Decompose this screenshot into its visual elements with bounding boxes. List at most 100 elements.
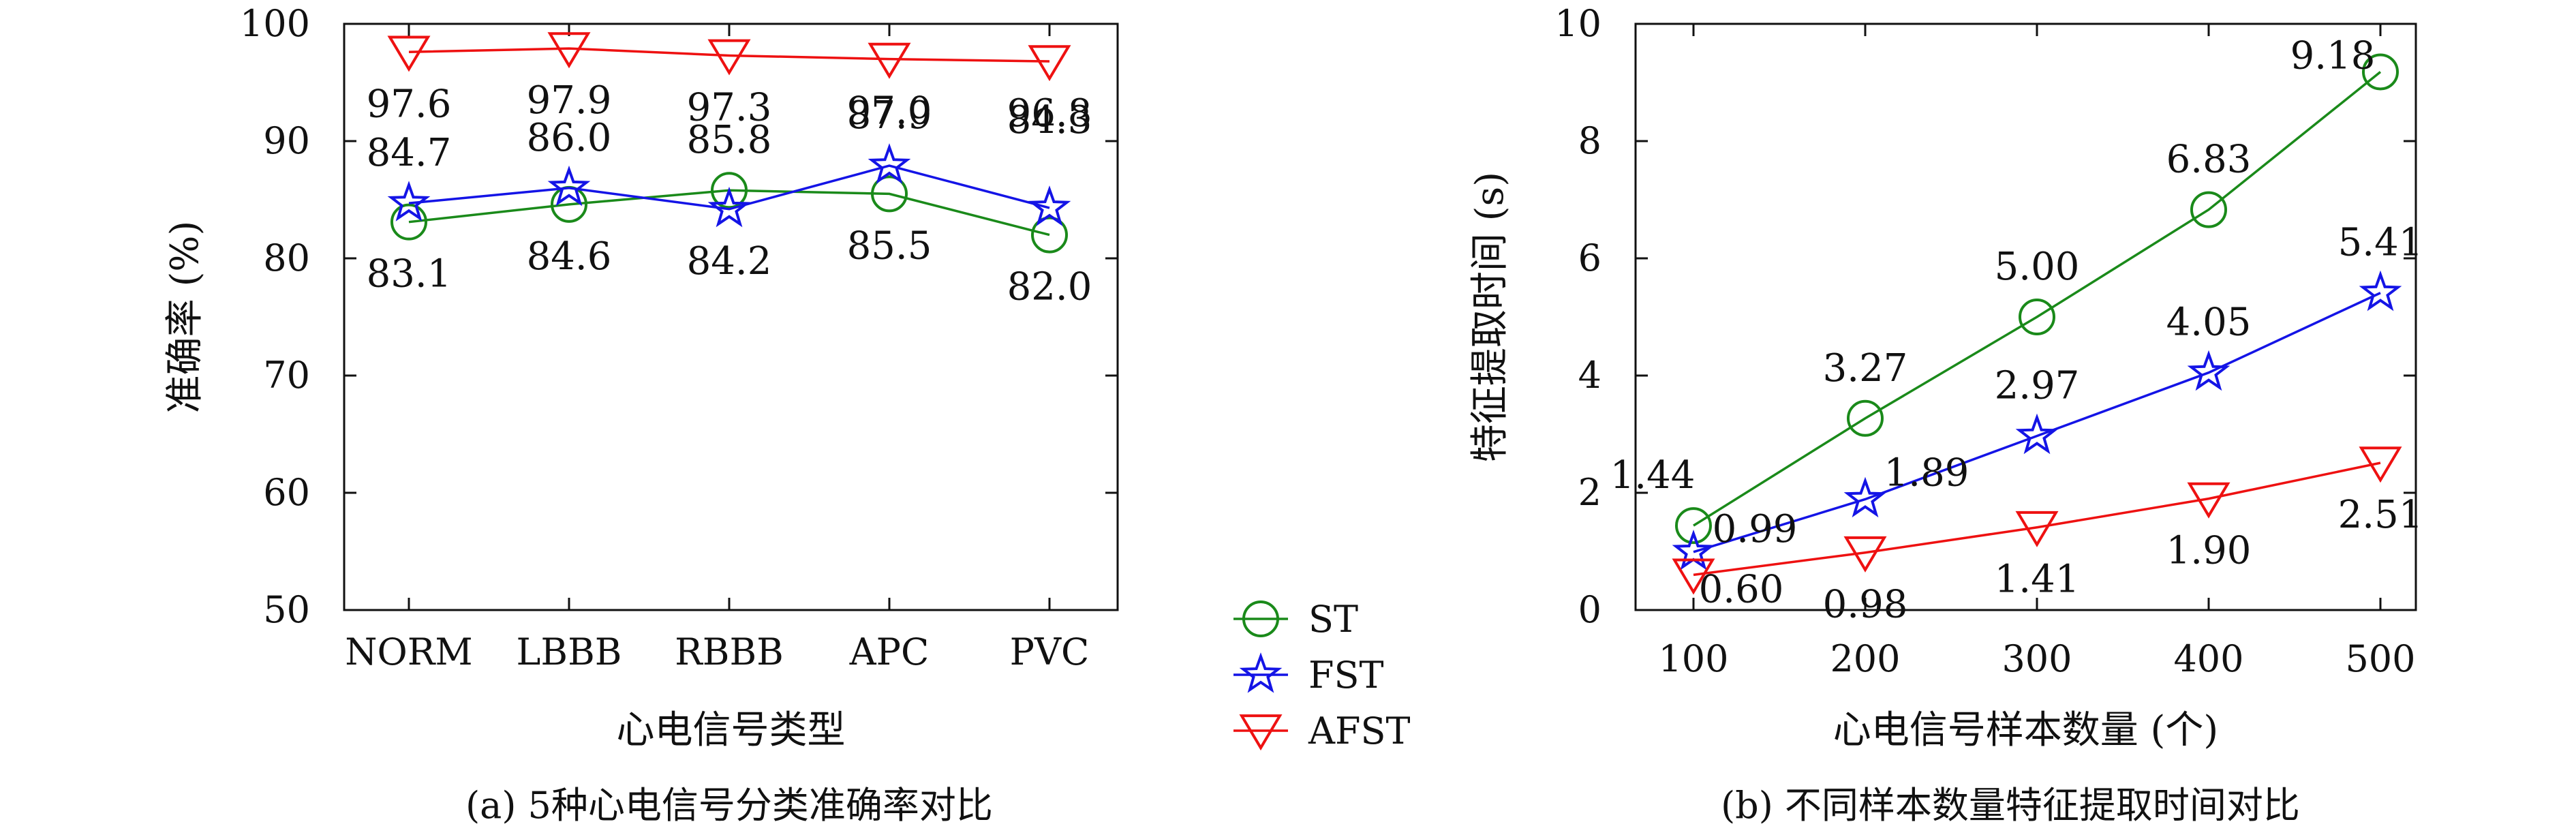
x-axis-label: 心电信号样本数量 (个) (1833, 708, 2219, 752)
data-point (707, 186, 751, 228)
panel-a-chart: 50 60 70 80 90 100 NORM LBBB RBBB APC PVC 心电信号类型 准确率… (163, 2, 1119, 752)
data-label: 9.18 (2290, 34, 2376, 78)
data-point (387, 35, 431, 72)
legend-item-fst: FST (1233, 652, 1383, 697)
series-line (1693, 71, 2382, 527)
data-point (2187, 350, 2230, 391)
data-label: 97.6 (367, 82, 452, 126)
x-tick-label: 400 (2173, 637, 2243, 680)
data-point (390, 203, 427, 241)
series-line (408, 47, 1050, 63)
legend-marker (1239, 652, 1283, 693)
data-label: 97.0 (847, 89, 932, 134)
x-tick-label: 300 (2002, 637, 2072, 680)
y-axis-label: 准确率 (%) (163, 221, 207, 414)
series-st: 1.44 3.27 5.00 6.83 9.18 (1610, 34, 2399, 545)
series-line (1693, 292, 2381, 553)
data-label: 97.3 (687, 85, 772, 130)
legend-item-st: ST (1233, 598, 1358, 641)
legend-label: AFST (1308, 710, 1410, 752)
legend-item-afst: AFST (1233, 710, 1410, 752)
x-tick-label: PVC (1010, 630, 1090, 673)
data-label: 4.05 (2166, 301, 2252, 345)
data-point (1031, 216, 1068, 254)
data-point (2015, 511, 2059, 547)
data-point (547, 165, 591, 207)
legend-label: ST (1308, 598, 1358, 641)
y-tick-label: 70 (263, 354, 310, 397)
data-label: 1.41 (1995, 558, 2080, 602)
data-point (2359, 446, 2402, 483)
series-line (408, 189, 1050, 237)
data-label: 1.44 (1610, 453, 1696, 498)
legend-marker (1239, 714, 1283, 751)
y-tick-label: 8 (1578, 119, 1601, 162)
x-tick-label: 200 (1830, 637, 1900, 680)
data-label: 5.00 (1995, 245, 2080, 289)
data-point (1675, 507, 1712, 545)
data-label: 85.8 (687, 118, 772, 162)
data-label: 6.83 (2166, 138, 2252, 182)
data-label: 85.5 (847, 224, 932, 268)
data-point (1028, 45, 1071, 82)
data-label: 5.41 (2338, 221, 2423, 265)
data-point (871, 175, 908, 213)
series-line (1693, 461, 2381, 577)
y-tick-label: 0 (1578, 588, 1601, 631)
data-label: 84.2 (687, 239, 772, 284)
legend: ST FST AFST (1233, 598, 1410, 752)
data-point (868, 42, 911, 79)
y-tick-label: 4 (1578, 354, 1601, 397)
series-line (408, 164, 1050, 211)
data-point (1843, 536, 1887, 573)
data-label: 96.8 (1007, 91, 1092, 136)
series-afst: 0.60 0.98 1.41 1.90 2.51 (1672, 446, 2423, 627)
data-label: 83.1 (367, 252, 452, 296)
legend-label: FST (1308, 654, 1383, 697)
data-point (1847, 399, 1884, 437)
x-tick-label: 500 (2345, 637, 2415, 680)
legend-marker (1242, 600, 1279, 637)
data-point (547, 32, 591, 69)
data-label: 84.7 (367, 131, 452, 175)
data-point (1843, 476, 1887, 518)
data-point (707, 39, 751, 76)
data-label: 82.0 (1007, 265, 1092, 309)
data-point (1028, 185, 1071, 226)
data-label: 2.51 (2338, 493, 2423, 537)
data-label: 0.60 (1699, 567, 1784, 611)
x-axis-label: 心电信号类型 (617, 708, 846, 752)
data-label: 3.27 (1823, 346, 1908, 391)
data-point (1672, 558, 1715, 595)
data-point (2359, 270, 2402, 311)
y-tick-label: 10 (1554, 2, 1601, 45)
data-point (2187, 482, 2230, 519)
data-point (2190, 191, 2227, 228)
data-label: 97.9 (527, 78, 612, 123)
data-point (711, 172, 748, 209)
y-tick-label: 60 (263, 471, 310, 514)
x-tick-label: 100 (1658, 637, 1728, 680)
y-tick-label: 6 (1578, 237, 1601, 279)
x-tick-label: NORM (345, 630, 472, 673)
plot-area (343, 22, 1119, 611)
y-tick-label: 100 (240, 2, 310, 45)
data-label: 1.89 (1884, 451, 1969, 495)
x-tick-label: LBBB (517, 630, 622, 673)
y-tick-label: 90 (263, 119, 310, 162)
data-label: 86.0 (527, 116, 612, 160)
data-label: 0.99 (1713, 507, 1798, 551)
data-point (868, 143, 911, 184)
data-label: 87.9 (847, 93, 932, 138)
x-tick-label: APC (849, 630, 930, 673)
data-point (387, 181, 431, 222)
y-tick-label: 50 (263, 588, 310, 631)
series-afst: 97.6 97.9 97.3 97.0 96.8 (367, 32, 1092, 136)
series-fst: 0.99 1.89 2.97 4.05 5.41 (1672, 221, 2423, 570)
y-axis-label: 特征提取时间 (s) (1468, 172, 1512, 462)
data-label: 1.90 (2166, 529, 2252, 573)
caption-a: (a) 5种心电信号分类准确率对比 (465, 784, 993, 827)
data-point (2019, 299, 2055, 335)
panel-b-chart: 0 2 4 6 8 10 100 200 300 400 500 心电信号样本数量 (个) 特征提取时间… (1468, 2, 2423, 752)
